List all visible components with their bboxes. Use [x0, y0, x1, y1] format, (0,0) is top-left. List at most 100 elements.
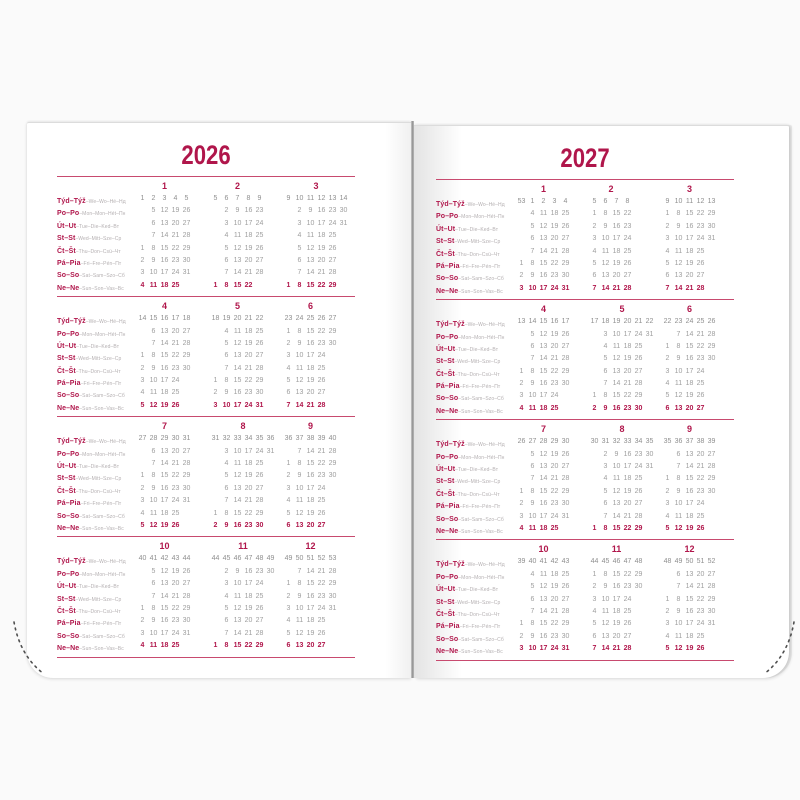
day-cell: 18 [244, 232, 253, 240]
week-number: 43 [561, 558, 570, 566]
day-cell: 27 [707, 450, 716, 458]
day-cell: 11 [149, 281, 158, 289]
empty-cell [644, 341, 655, 353]
day-cell: 14 [539, 475, 548, 483]
day-cell: 23 [171, 484, 180, 492]
week-numbers-row: 44 45 46 47 48 49 [210, 553, 282, 565]
day-cell: 6 [665, 404, 670, 412]
months-row: 1 53 1 2 3 4 4 11 18 25 5 12 19 26 6 13 20 27 7 14 21 28 1 8 15 2… [516, 183, 735, 295]
day-cell: 25 [328, 232, 337, 240]
day-cell: 16 [233, 389, 242, 397]
weekday-dates-row: 3 10 17 24 [516, 390, 588, 402]
day-cell: 18 [550, 570, 559, 578]
day-cell: 8 [224, 509, 229, 517]
weekday-dates-row: 3 10 17 24 [662, 498, 734, 510]
weekday-label-bold: Týd–Týž [57, 198, 86, 205]
weekday-label-translations: –Sun–Son–Vas–Вс [458, 408, 503, 415]
day-cell: 4 [530, 210, 535, 218]
day-cell: 26 [182, 567, 191, 575]
day-cell: 17 [306, 484, 315, 492]
day-cell: 5 [224, 244, 229, 252]
week-number: 40 [138, 555, 147, 563]
day-cell: 22 [171, 352, 180, 360]
day-cell: 6 [151, 580, 156, 588]
weekday-label: Po–Po–Mon–Mon–Hét–Пн [57, 326, 137, 338]
day-cell: 23 [550, 632, 559, 640]
day-cell: 10 [295, 352, 304, 360]
day-cell: 5 [140, 521, 145, 529]
day-cell: 21 [550, 247, 559, 255]
weekday-label-translations: –Fri–Fre–Pén–Пт [459, 504, 501, 511]
diary-spread: 2026 Týd–Týž–We–Wo–Hé–Нд Po–Po–Mon–Mon–Hé… [13, 119, 795, 678]
week-number: 20 [623, 318, 632, 326]
empty-cell [210, 483, 221, 495]
day-cell: 29 [707, 342, 716, 350]
week-number: 19 [612, 318, 621, 326]
day-cell: 15 [612, 392, 621, 400]
weekday-label-translations: –Thu–Don–Csü–Чт [454, 251, 500, 258]
day-cell: 18 [160, 281, 169, 289]
day-cell: 27 [623, 272, 632, 280]
day-cell: 13 [160, 580, 169, 588]
empty-cell [210, 603, 221, 615]
day-cell: 13 [685, 570, 694, 578]
day-cell: 5 [530, 330, 535, 338]
day-cell: 6 [224, 484, 229, 492]
day-cell: 18 [306, 617, 315, 625]
empty-cell [265, 640, 276, 652]
weekday-dates-row: 7 14 21 28 [210, 267, 282, 279]
day-cell: 22 [550, 620, 559, 628]
weekday-label-translations: –Sat–Sam–Szo–Сб [79, 273, 125, 280]
year-title-text: 2027 [560, 143, 610, 173]
month-grid: 6 23 24 25 26 27 1 8 15 22 29 2 9 16 23 30 3 10 17 24 4 11 18 2… [283, 300, 355, 412]
weekday-label: Čt–Št–Thu–Don–Csü–Чт [57, 483, 137, 495]
weekday-label-translations: –Wed–Mitt–Sze–Ср [75, 236, 122, 243]
day-cell: 23 [244, 521, 253, 529]
day-cell: 14 [160, 460, 169, 468]
day-cell: 18 [623, 475, 632, 483]
day-cell: 4 [140, 389, 145, 397]
day-cell: 5 [603, 487, 608, 495]
weekday-label: St–St–Wed–Mitt–Sze–Ср [436, 473, 516, 485]
day-cell: 13 [539, 463, 548, 471]
week-number: 14 [138, 315, 147, 323]
day-cell: 12 [539, 583, 548, 591]
day-cell: 12 [149, 401, 158, 409]
day-cell: 4 [530, 570, 535, 578]
week-numbers-row: 22 23 24 25 26 [662, 316, 734, 328]
sunday-dates-row: 1 8 15 22 [210, 280, 282, 292]
weekday-label-translations: –Wed–Mitt–Sze–Ср [454, 599, 501, 606]
day-cell: 5 [286, 377, 291, 385]
day-cell: 12 [295, 509, 304, 517]
day-cell: 28 [182, 592, 191, 600]
day-cell: 1 [665, 342, 670, 350]
weekday-label: Čt–Št–Thu–Don–Csü–Чт [436, 486, 516, 498]
day-cell: 27 [317, 389, 326, 397]
month-grid: 9 35 36 37 38 39 6 13 20 27 7 14 21 28 1 8 15 22 29 2 9 16 23 3… [662, 423, 734, 535]
day-cell: 28 [623, 645, 632, 653]
day-cell: 24 [255, 219, 264, 227]
month-number: 7 [540, 424, 546, 435]
weekday-labels: Týd–Týž–We–Wo–Hé–Нд Po–Po–Mon–Mon–Hét–Пн Ú… [57, 540, 137, 652]
day-cell: 27 [707, 570, 716, 578]
empty-cell [560, 403, 571, 415]
day-cell: 14 [233, 364, 242, 372]
week-number: 15 [539, 318, 548, 326]
day-cell: 26 [561, 222, 570, 230]
day-cell: 23 [550, 500, 559, 508]
week-numbers-row: 13 14 15 16 17 [516, 316, 588, 328]
day-cell: 17 [160, 629, 169, 637]
empty-cell [662, 449, 673, 461]
day-cell: 2 [286, 472, 291, 480]
week-number: 48 [255, 555, 264, 563]
week-number: 29 [160, 435, 169, 443]
day-cell: 26 [317, 629, 326, 637]
weekday-dates-row: 7 14 21 28 [210, 495, 282, 507]
week-number: 13 [517, 318, 526, 326]
day-cell: 27 [255, 617, 264, 625]
empty-cell [516, 473, 527, 485]
day-cell: 16 [244, 567, 253, 575]
day-cell: 15 [233, 281, 242, 289]
day-cell: 3 [213, 401, 218, 409]
day-cell: 13 [612, 367, 621, 375]
